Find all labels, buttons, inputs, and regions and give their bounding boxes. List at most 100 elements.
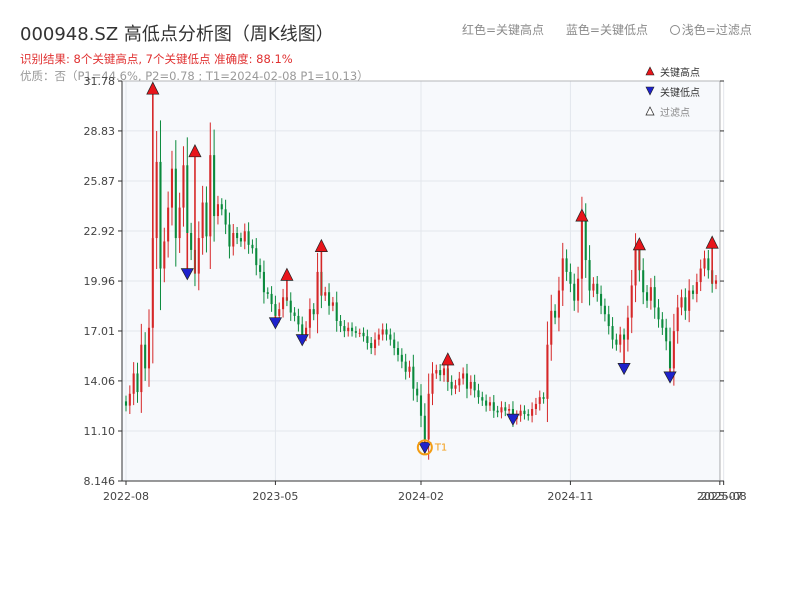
candle-body [124, 401, 128, 406]
candle-body [366, 336, 369, 343]
x-tick-label: 2024-02 [398, 490, 444, 503]
color-key-red: 红色=关键高点 [462, 23, 545, 37]
candle-body [305, 327, 308, 335]
candle-body [565, 258, 568, 272]
candle-body [136, 373, 139, 393]
candle-body [358, 332, 361, 334]
candle-body [190, 232, 193, 250]
candle-body [186, 165, 189, 233]
candle-body [649, 287, 652, 301]
candle-body [500, 407, 503, 413]
ring-icon [669, 25, 680, 35]
candle-body [680, 297, 683, 308]
candle-body [630, 285, 633, 318]
candle-body [465, 373, 469, 389]
key-low-marker [418, 442, 432, 455]
candle-body [634, 249, 637, 286]
key-high-marker [280, 267, 294, 281]
candle-body [377, 334, 380, 340]
candle-body [205, 202, 208, 237]
key-low-marker [506, 413, 520, 426]
legend-high-label: 关键高点 [660, 66, 700, 79]
candle-body [653, 287, 656, 308]
y-tick-label: 11.10 [84, 425, 116, 438]
key-low-marker [268, 317, 283, 330]
candle-body [473, 381, 476, 391]
candle-body [140, 344, 143, 393]
candle-body [626, 317, 629, 340]
candle-body [580, 221, 583, 279]
y-tick-label: 19.96 [84, 275, 116, 288]
key-high-marker [632, 237, 646, 251]
candle-body [488, 402, 492, 406]
candle-body [163, 241, 166, 269]
candle-body [546, 344, 549, 399]
t1-label: T1 [434, 442, 447, 453]
candle-body [508, 409, 511, 411]
candle-body [381, 329, 384, 335]
candle-body [396, 348, 400, 355]
candle-body [584, 221, 587, 261]
candle-body [174, 168, 177, 239]
candle-body [596, 283, 599, 294]
candle-body [588, 260, 591, 291]
candle-body [611, 326, 614, 340]
candle-body [354, 331, 357, 333]
candle-body [623, 334, 626, 340]
key-low-marker [295, 334, 309, 347]
candle-body [335, 302, 338, 321]
x-tick-label: 2022-08 [103, 490, 149, 503]
candle-body [714, 280, 718, 284]
candle-body [155, 161, 158, 239]
candle-body [619, 334, 622, 345]
y-tick-label: 28.83 [84, 125, 116, 138]
candle-body [561, 258, 564, 291]
candle-body [197, 238, 200, 274]
y-tick-label: 31.78 [84, 75, 116, 88]
candle-body [308, 309, 311, 328]
candle-body [642, 270, 645, 293]
candle-body [542, 397, 545, 399]
candle-body [691, 290, 695, 294]
candle-body [228, 224, 231, 247]
candle-body [331, 302, 334, 306]
candle-body [442, 368, 446, 376]
candle-body [259, 265, 262, 272]
candle-body [496, 410, 499, 413]
candle-body [577, 278, 580, 301]
candle-body [201, 202, 204, 239]
key-low-marker [617, 363, 631, 376]
candle-body [668, 341, 672, 369]
candle-body [239, 238, 242, 242]
candle-body [266, 292, 269, 294]
candle-body [389, 334, 392, 340]
candle-body [469, 381, 472, 389]
candle-body [419, 395, 423, 416]
key-high-marker [188, 144, 202, 158]
candle-body [557, 290, 560, 318]
candle-body [573, 283, 576, 301]
candle-body [170, 168, 174, 208]
quality-note: 优质：否（P1=44.6%, P2=0.78 ; T1=2024-02-08 P… [20, 69, 369, 83]
candle-body [657, 307, 660, 320]
candle-body [527, 414, 530, 416]
candle-body [707, 258, 710, 271]
key-high-marker [146, 81, 160, 95]
color-key: 红色=关键高点 蓝色=关键低点 浅色=过滤点 [462, 21, 770, 38]
legend-filtered-icon [645, 106, 655, 116]
candle-body [301, 324, 304, 335]
candle-body [289, 300, 292, 313]
legend-low-icon [645, 86, 655, 96]
candle-body [270, 293, 273, 305]
candle-body [293, 312, 296, 316]
candle-body [592, 283, 595, 291]
axes: 8.146 11.10 14.06 17.01 19.96 22.92 25.87 28.83… [84, 75, 747, 503]
candle-body [435, 370, 438, 374]
candle-body [645, 292, 649, 301]
candle-body [362, 332, 365, 337]
candle-body [347, 327, 350, 332]
candle-body [370, 342, 373, 349]
key-low-marker [180, 268, 194, 281]
candle-body [274, 304, 277, 316]
candle-body [278, 309, 281, 316]
